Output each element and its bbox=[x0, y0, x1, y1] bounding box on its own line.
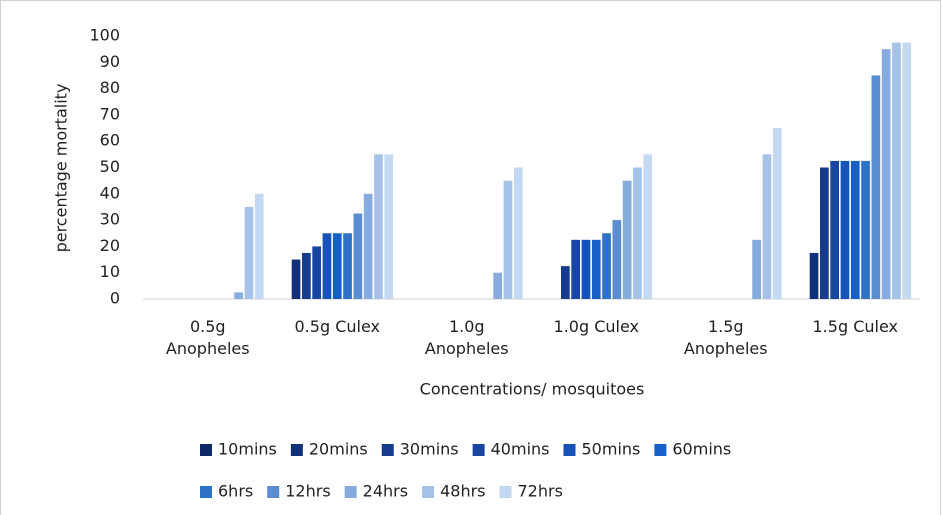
y-tick-label: 40 bbox=[100, 183, 120, 202]
bar bbox=[493, 272, 502, 299]
y-tick-label: 100 bbox=[89, 26, 120, 45]
bar bbox=[343, 233, 352, 299]
y-tick-label: 20 bbox=[100, 236, 120, 255]
bar bbox=[633, 167, 642, 299]
bar bbox=[591, 239, 601, 299]
y-tick-label: 70 bbox=[100, 104, 120, 123]
bar bbox=[561, 266, 570, 299]
bar bbox=[581, 239, 591, 299]
y-tick-label: 30 bbox=[100, 210, 120, 229]
y-tick-label: 0 bbox=[110, 289, 120, 308]
bar bbox=[861, 160, 870, 299]
bar bbox=[302, 252, 311, 299]
legend-label: 6hrs bbox=[218, 482, 253, 501]
bar bbox=[503, 180, 513, 299]
bar bbox=[892, 42, 901, 299]
bar bbox=[244, 206, 254, 299]
legend-swatch bbox=[499, 486, 512, 498]
bar bbox=[332, 233, 342, 299]
bar bbox=[752, 239, 761, 299]
bar bbox=[353, 213, 363, 299]
bar bbox=[830, 160, 839, 299]
y-tick-label: 90 bbox=[100, 52, 120, 71]
legend-swatch bbox=[267, 486, 280, 498]
bar bbox=[840, 160, 850, 299]
bar bbox=[809, 252, 819, 299]
bar bbox=[612, 220, 622, 299]
bar bbox=[363, 193, 373, 299]
legend-swatch bbox=[344, 486, 357, 498]
legend-label: 50mins bbox=[582, 440, 641, 459]
legend-label: 12hrs bbox=[285, 482, 330, 501]
legend-swatch bbox=[472, 444, 485, 456]
bar bbox=[881, 49, 891, 300]
bar bbox=[602, 233, 611, 299]
bar bbox=[254, 193, 264, 299]
legend-swatch bbox=[381, 444, 394, 456]
x-tick-label: 0.5g Anopheles bbox=[165, 317, 250, 358]
legend-swatch bbox=[200, 486, 212, 498]
legend-label: 24hrs bbox=[363, 482, 408, 501]
bar bbox=[322, 233, 332, 299]
bar bbox=[820, 167, 829, 299]
bar bbox=[374, 154, 383, 299]
legend-swatch bbox=[200, 444, 212, 456]
bar bbox=[772, 128, 782, 299]
bar bbox=[871, 75, 881, 299]
x-axis-title: Concentrations/ mosquitoes bbox=[420, 380, 645, 399]
x-tick-label: 1.0g Anopheles bbox=[424, 317, 509, 358]
bar bbox=[513, 167, 523, 299]
y-tick-label: 60 bbox=[100, 131, 120, 150]
bar bbox=[234, 292, 243, 299]
bar bbox=[622, 180, 632, 299]
legend-label: 48hrs bbox=[440, 482, 485, 501]
x-tick-label: 0.5g Culex bbox=[294, 317, 380, 336]
bar bbox=[312, 246, 321, 299]
y-tick-label: 80 bbox=[100, 78, 120, 97]
x-tick-label: 1.5g Anopheles bbox=[683, 317, 768, 358]
legend-label: 40mins bbox=[491, 440, 550, 459]
x-tick-label: 1.0g Culex bbox=[553, 317, 639, 336]
legend-swatch bbox=[290, 444, 303, 456]
legend-label: 30mins bbox=[400, 440, 459, 459]
y-axis-title: percentage mortality bbox=[52, 84, 71, 253]
bar bbox=[762, 154, 772, 299]
legend-label: 10mins bbox=[218, 440, 277, 459]
legend-swatch bbox=[563, 444, 576, 456]
bar bbox=[643, 154, 653, 299]
y-tick-label: 50 bbox=[100, 157, 120, 176]
legend-label: 60mins bbox=[672, 440, 731, 459]
legend-label: 20mins bbox=[309, 440, 368, 459]
y-tick-label: 10 bbox=[100, 262, 120, 281]
legend-swatch bbox=[654, 444, 667, 456]
x-tick-label: 1.5g Culex bbox=[812, 317, 898, 336]
bar bbox=[850, 160, 860, 299]
bar bbox=[902, 42, 912, 299]
bar bbox=[384, 154, 394, 299]
legend-swatch bbox=[422, 486, 435, 498]
bar bbox=[571, 239, 580, 299]
bar bbox=[291, 259, 301, 299]
legend-label: 72hrs bbox=[518, 482, 563, 501]
